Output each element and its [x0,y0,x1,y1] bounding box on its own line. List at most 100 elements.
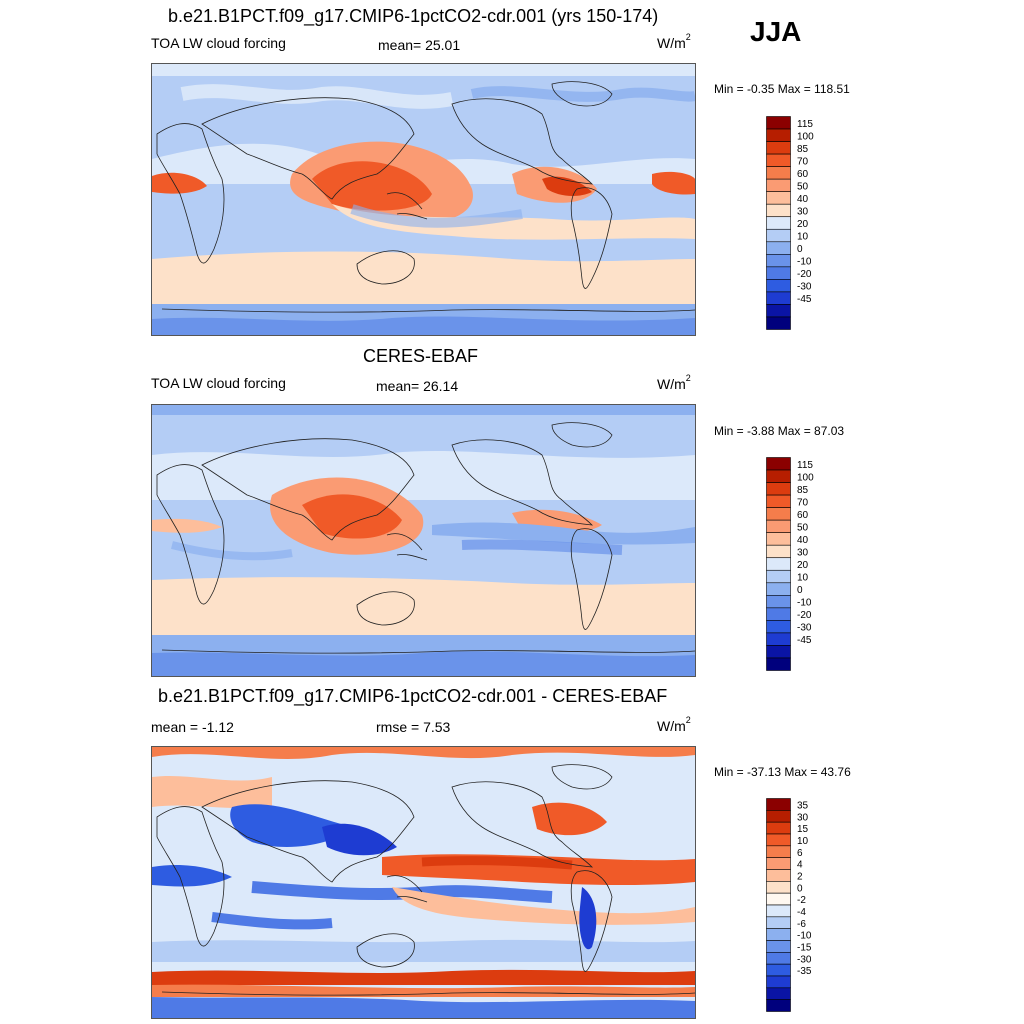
colorbar-tick-label: 35 [797,800,809,811]
colorbar-swatch [766,203,791,218]
panel-title-model: b.e21.B1PCT.f09_g17.CMIP6-1pctCO2-cdr.00… [168,6,659,26]
colorbar-tick-label: 60 [797,169,809,180]
colorbar-tick-label: 0 [797,585,803,596]
panel-minmax: Min = -3.88 Max = 87.03 [714,424,845,438]
colorbar-tick-label: -30 [797,623,812,634]
colorbar-swatch [766,607,791,621]
colorbar-tick-label: 100 [797,131,814,142]
panel-variable-label: TOA LW cloud forcing [151,35,286,51]
panel-units: W/m2 [657,715,691,734]
colorbar-tick-label: -4 [797,907,806,918]
map-obs-field [152,405,695,676]
colorbar-swatch [766,904,791,918]
colorbar-tick-label: -30 [797,282,812,293]
colorbar-swatch [766,316,791,330]
colorbar-swatch [766,845,791,858]
colorbar-swatch [766,999,791,1012]
colorbar-swatch [766,940,791,953]
panel-units: W/m2 [657,373,691,392]
colorbar-swatch [766,881,791,894]
colorbar-tick-label: -20 [797,610,812,621]
colorbar-swatch [766,507,791,521]
colorbar-swatch [766,178,791,192]
colorbar-tick-label: 70 [797,156,809,167]
colorbar-tick-label: 0 [797,244,803,255]
colorbar-tick-label: -45 [797,635,812,646]
colorbar-swatch [766,857,791,870]
colorbar-swatch [766,241,791,255]
colorbar-swatch [766,304,791,318]
colorbar-swatch [766,657,791,671]
colorbar-swatch [766,519,791,533]
colorbar-tick-label: -30 [797,954,812,965]
colorbar-swatch [766,141,791,155]
panel-title-obs: CERES-EBAF [363,346,479,366]
panel-units: W/m2 [657,32,691,51]
colorbar-swatch [766,798,791,811]
colorbar-swatch [766,279,791,293]
colorbar-swatch [766,963,791,977]
panel-mean-label: mean= 26.14 [376,378,459,394]
panel-minmax: Min = -0.35 Max = 118.51 [714,82,850,96]
colorbar-tick-label: 115 [797,119,813,130]
colorbar-tick-label: 10 [797,836,809,847]
colorbar-tick-label: 0 [797,883,803,894]
colorbar-tick-label: -6 [797,919,806,930]
colorbar-obs: 115 100 85 70 60 50 40 30 20 10 0 -10 -20 -30 -45 [766,457,836,672]
colorbar-tick-label: 15 [797,824,809,835]
colorbar-swatch [766,582,791,596]
colorbar-swatch [766,544,791,559]
panel-minmax: Min = -37.13 Max = 43.76 [714,765,851,779]
colorbar-swatch [766,128,791,142]
colorbar-swatch [766,557,791,571]
colorbar-swatch [766,291,791,305]
colorbar-swatch [766,928,791,941]
colorbar-swatch [766,632,791,646]
colorbar-tick-label: 10 [797,232,809,243]
colorbar-tick-label: 50 [797,181,809,192]
colorbar-tick-label: 85 [797,144,809,155]
colorbar-tick-label: -10 [797,598,812,609]
colorbar-swatch [766,892,791,906]
colorbar-tick-label: -15 [797,942,812,953]
map-diff-field [152,747,695,1018]
colorbar-tick-label: -35 [797,966,812,977]
colorbar-tick-label: -2 [797,895,806,906]
colorbar-swatch [766,457,791,471]
colorbar-tick-label: 40 [797,194,809,205]
colorbar-swatch [766,810,791,823]
colorbar-swatch [766,645,791,659]
colorbar-tick-label: 30 [797,206,809,217]
colorbar-swatch [766,987,791,1000]
colorbar-diff: 35 30 15 10 6 4 2 0 -2 -4 -6 -10 -15 -30 -35 [766,798,836,1013]
colorbar-swatch [766,153,791,167]
colorbar-swatch [766,494,791,508]
colorbar-tick-label: 4 [797,860,803,871]
map-model-field [152,64,695,335]
colorbar-model: 115 100 85 70 60 50 40 30 20 10 0 -10 -20 -30 -45 [766,116,836,331]
panel-title-diff: b.e21.B1PCT.f09_g17.CMIP6-1pctCO2-cdr.00… [158,686,668,706]
colorbar-swatch [766,916,791,929]
colorbar-tick-label: 30 [797,812,809,823]
colorbar-swatch [766,216,791,230]
colorbar-swatch [766,869,791,882]
colorbar-tick-label: 40 [797,535,809,546]
colorbar-swatch [766,532,791,546]
colorbar-tick-label: 2 [797,871,803,882]
map-model [151,63,696,336]
colorbar-swatch [766,116,791,130]
colorbar-tick-label: 70 [797,497,809,508]
colorbar-tick-label: 50 [797,522,809,533]
colorbar-tick-label: -45 [797,294,812,305]
colorbar-tick-label: 115 [797,460,813,471]
colorbar-tick-label: -10 [797,257,812,268]
colorbar-tick-label: 30 [797,547,809,558]
panel-rmse-label: rmse = 7.53 [376,719,451,735]
colorbar-tick-label: -20 [797,269,812,280]
colorbar-tick-label: 20 [797,560,809,571]
colorbar-tick-label: -10 [797,931,812,942]
colorbar-swatch [766,482,791,496]
colorbar-swatch [766,569,791,584]
